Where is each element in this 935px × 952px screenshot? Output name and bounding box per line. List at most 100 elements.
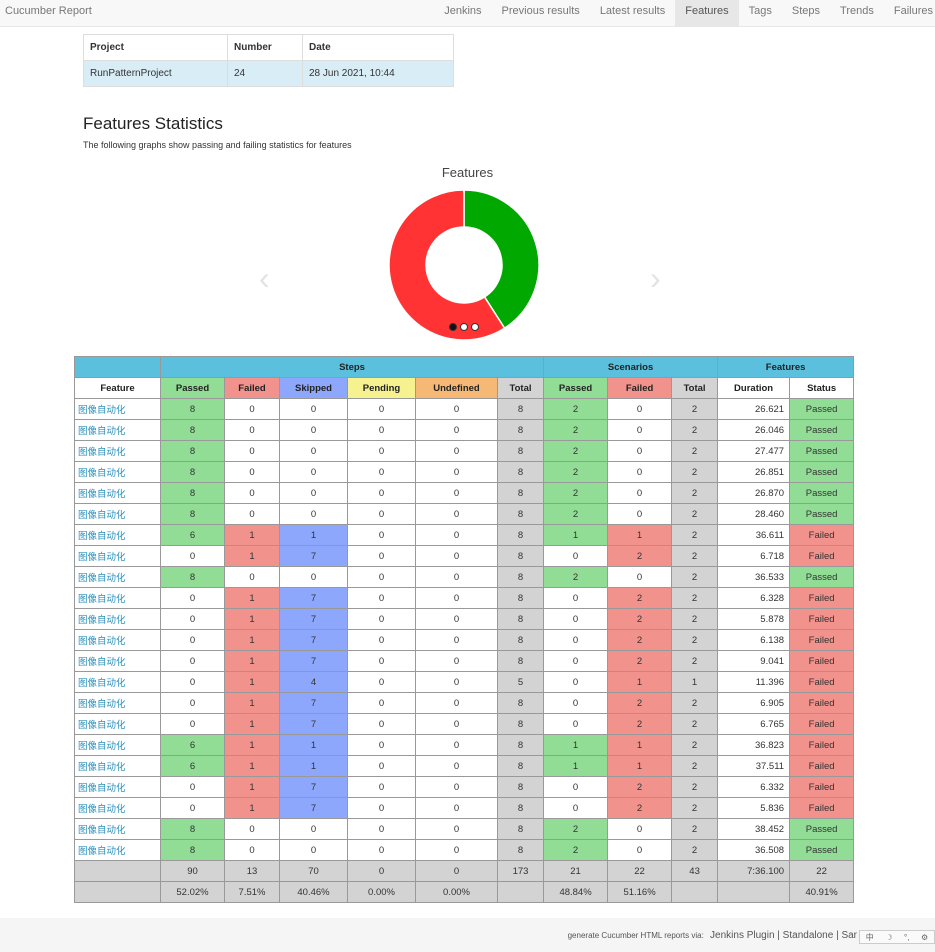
cell-total: 2 xyxy=(671,734,719,756)
carousel-dot-2[interactable] xyxy=(460,323,468,331)
feature-link[interactable]: 图像自动化 xyxy=(74,734,161,756)
percentages-cell xyxy=(74,881,161,903)
feature-link[interactable]: 图像自动化 xyxy=(74,692,161,714)
feature-link[interactable]: 图像自动化 xyxy=(74,545,161,567)
column-header-pending[interactable]: Pending xyxy=(347,377,416,399)
cell-total: 8 xyxy=(496,650,545,672)
feature-link[interactable]: 图像自动化 xyxy=(74,650,161,672)
carousel-next-icon[interactable]: › xyxy=(650,260,661,296)
cell-duration: 6.332 xyxy=(717,776,791,798)
totals-cell: 22 xyxy=(607,860,673,882)
percentages-cell: 40.91% xyxy=(789,881,855,903)
nav-latest-results[interactable]: Latest results xyxy=(599,5,666,17)
cell-passed: 8 xyxy=(160,461,225,483)
percentages-cell: 48.84% xyxy=(543,881,609,903)
cell-passed: 2 xyxy=(543,818,609,840)
cell-skipped: 0 xyxy=(279,440,348,462)
ime-toolbar[interactable]: 中 ☽ °, ⚙ xyxy=(859,930,935,944)
feature-link[interactable]: 图像自动化 xyxy=(74,776,161,798)
cell-passed: 0 xyxy=(543,671,609,693)
feature-link[interactable]: 图像自动化 xyxy=(74,608,161,630)
cell-undefined: 0 xyxy=(415,461,498,483)
cell-failed: 2 xyxy=(607,650,673,672)
feature-link[interactable]: 图像自动化 xyxy=(74,587,161,609)
nav-tags[interactable]: Tags xyxy=(748,5,772,17)
feature-link[interactable]: 图像自动化 xyxy=(74,566,161,588)
percentages-cell xyxy=(671,881,719,903)
cell-passed: 2 xyxy=(543,440,609,462)
column-header-feature[interactable]: Feature xyxy=(74,377,161,399)
feature-link[interactable]: 图像自动化 xyxy=(74,629,161,651)
page-description: The following graphs show passing and fa… xyxy=(83,140,352,150)
cell-undefined: 0 xyxy=(415,482,498,504)
ime-chinese-icon[interactable]: 中 xyxy=(865,932,874,942)
cell-pending: 0 xyxy=(347,587,416,609)
feature-link[interactable]: 图像自动化 xyxy=(74,755,161,777)
nav-features[interactable]: Features xyxy=(675,0,739,27)
carousel-dot-3[interactable] xyxy=(471,323,479,331)
feature-link[interactable]: 图像自动化 xyxy=(74,503,161,525)
cell-passed: 2 xyxy=(543,839,609,861)
ime-settings-icon[interactable]: ⚙ xyxy=(921,932,929,942)
column-header-passed[interactable]: Passed xyxy=(543,377,609,399)
cell-pending: 0 xyxy=(347,440,416,462)
ime-moon-icon[interactable]: ☽ xyxy=(885,932,893,942)
group-header-row: Steps Scenarios Features xyxy=(74,356,855,378)
feature-link[interactable]: 图像自动化 xyxy=(74,461,161,483)
feature-link[interactable]: 图像自动化 xyxy=(74,671,161,693)
cell-passed: 0 xyxy=(543,692,609,714)
footer-links[interactable]: Jenkins Plugin | Standalone | Sar xyxy=(710,930,857,941)
nav-steps[interactable]: Steps xyxy=(791,5,821,17)
nav-failures[interactable]: Failures xyxy=(893,5,933,17)
carousel-prev-icon[interactable]: ‹ xyxy=(259,260,270,296)
nav-trends[interactable]: Trends xyxy=(840,5,874,17)
column-header-status[interactable]: Status xyxy=(789,377,855,399)
feature-link[interactable]: 图像自动化 xyxy=(74,839,161,861)
feature-link[interactable]: 图像自动化 xyxy=(74,440,161,462)
cell-total: 2 xyxy=(671,419,719,441)
column-header-total[interactable]: Total xyxy=(671,377,719,399)
cell-skipped: 0 xyxy=(279,419,348,441)
donut-slice-passed xyxy=(463,190,539,330)
percentages-row: 52.02% 7.51% 40.46% 0.00% 0.00% 48.84% 51.16% 4… xyxy=(74,881,855,903)
feature-link[interactable]: 图像自动化 xyxy=(74,713,161,735)
cell-undefined: 0 xyxy=(415,671,498,693)
feature-link[interactable]: 图像自动化 xyxy=(74,797,161,819)
cell-passed: 0 xyxy=(160,692,225,714)
cell-status: Failed xyxy=(789,671,855,693)
column-header-passed[interactable]: Passed xyxy=(160,377,225,399)
feature-link[interactable]: 图像自动化 xyxy=(74,398,161,420)
column-header-duration[interactable]: Duration xyxy=(717,377,791,399)
cell-undefined: 0 xyxy=(415,566,498,588)
cell-passed: 2 xyxy=(543,419,609,441)
cell-pending: 0 xyxy=(347,734,416,756)
column-header-undefined[interactable]: Undefined xyxy=(415,377,498,399)
column-header-failed[interactable]: Failed xyxy=(607,377,673,399)
nav-jenkins[interactable]: Jenkins xyxy=(444,5,482,17)
build-date: 28 Jun 2021, 10:44 xyxy=(302,60,454,87)
column-header-skipped[interactable]: Skipped xyxy=(279,377,348,399)
brand-link[interactable]: Cucumber Report xyxy=(5,5,92,17)
cell-pending: 0 xyxy=(347,566,416,588)
carousel-dot-1[interactable] xyxy=(449,323,457,331)
cell-total: 2 xyxy=(671,545,719,567)
percentages-cell xyxy=(717,881,791,903)
nav-previous-results[interactable]: Previous results xyxy=(501,5,580,17)
cell-failed: 1 xyxy=(224,629,280,651)
group-header-steps: Steps xyxy=(159,356,545,378)
cell-skipped: 1 xyxy=(279,755,348,777)
footer: generate Cucumber HTML reports via: Jenk… xyxy=(0,918,935,952)
column-header-failed[interactable]: Failed xyxy=(224,377,280,399)
cell-status: Passed xyxy=(789,398,855,420)
cell-passed: 2 xyxy=(543,398,609,420)
cell-failed: 0 xyxy=(607,440,673,462)
cell-pending: 0 xyxy=(347,839,416,861)
feature-link[interactable]: 图像自动化 xyxy=(74,419,161,441)
feature-link[interactable]: 图像自动化 xyxy=(74,524,161,546)
column-header-total[interactable]: Total xyxy=(496,377,545,399)
cell-passed: 8 xyxy=(160,818,225,840)
ime-punct-icon[interactable]: °, xyxy=(904,932,910,942)
cell-duration: 36.823 xyxy=(717,734,791,756)
feature-link[interactable]: 图像自动化 xyxy=(74,818,161,840)
feature-link[interactable]: 图像自动化 xyxy=(74,482,161,504)
